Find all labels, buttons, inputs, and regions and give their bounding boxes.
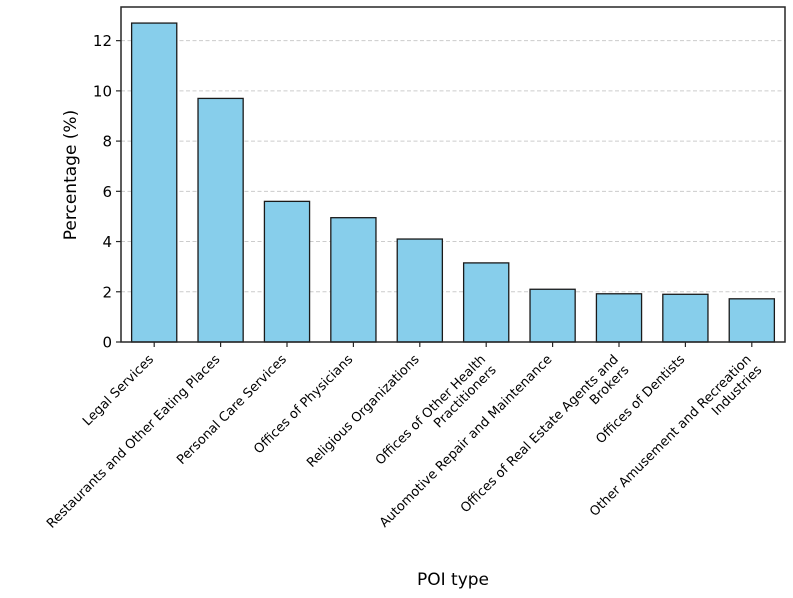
bar bbox=[263, 200, 311, 343]
y-tick-label: 4 bbox=[102, 233, 112, 251]
y-tick-label: 8 bbox=[102, 133, 112, 151]
y-tick-label: 12 bbox=[93, 32, 112, 50]
x-tick-label: Legal Services bbox=[80, 352, 157, 429]
bar bbox=[396, 238, 444, 343]
bar bbox=[662, 293, 709, 343]
x-axis-label: POI type bbox=[417, 570, 489, 590]
y-axis-ticks: 0 2 4 6 8 10 12 bbox=[93, 32, 121, 352]
bar bbox=[130, 22, 178, 343]
y-tick-label: 6 bbox=[102, 183, 112, 201]
bar bbox=[197, 97, 244, 343]
plot-border bbox=[120, 6, 786, 343]
bar bbox=[462, 262, 510, 343]
x-tick-label: Personal Care Services bbox=[174, 352, 290, 468]
y-axis-label: Percentage (%) bbox=[61, 110, 81, 240]
bar bbox=[595, 293, 643, 343]
y-tick-label: 2 bbox=[102, 283, 112, 301]
bars bbox=[130, 22, 776, 343]
y-tick-label: 10 bbox=[93, 82, 112, 100]
bar bbox=[728, 298, 776, 343]
y-tick-label: 0 bbox=[102, 334, 112, 352]
bar bbox=[330, 217, 377, 343]
bar bbox=[529, 288, 576, 343]
x-tick-label: Religious Organizations bbox=[304, 352, 423, 471]
